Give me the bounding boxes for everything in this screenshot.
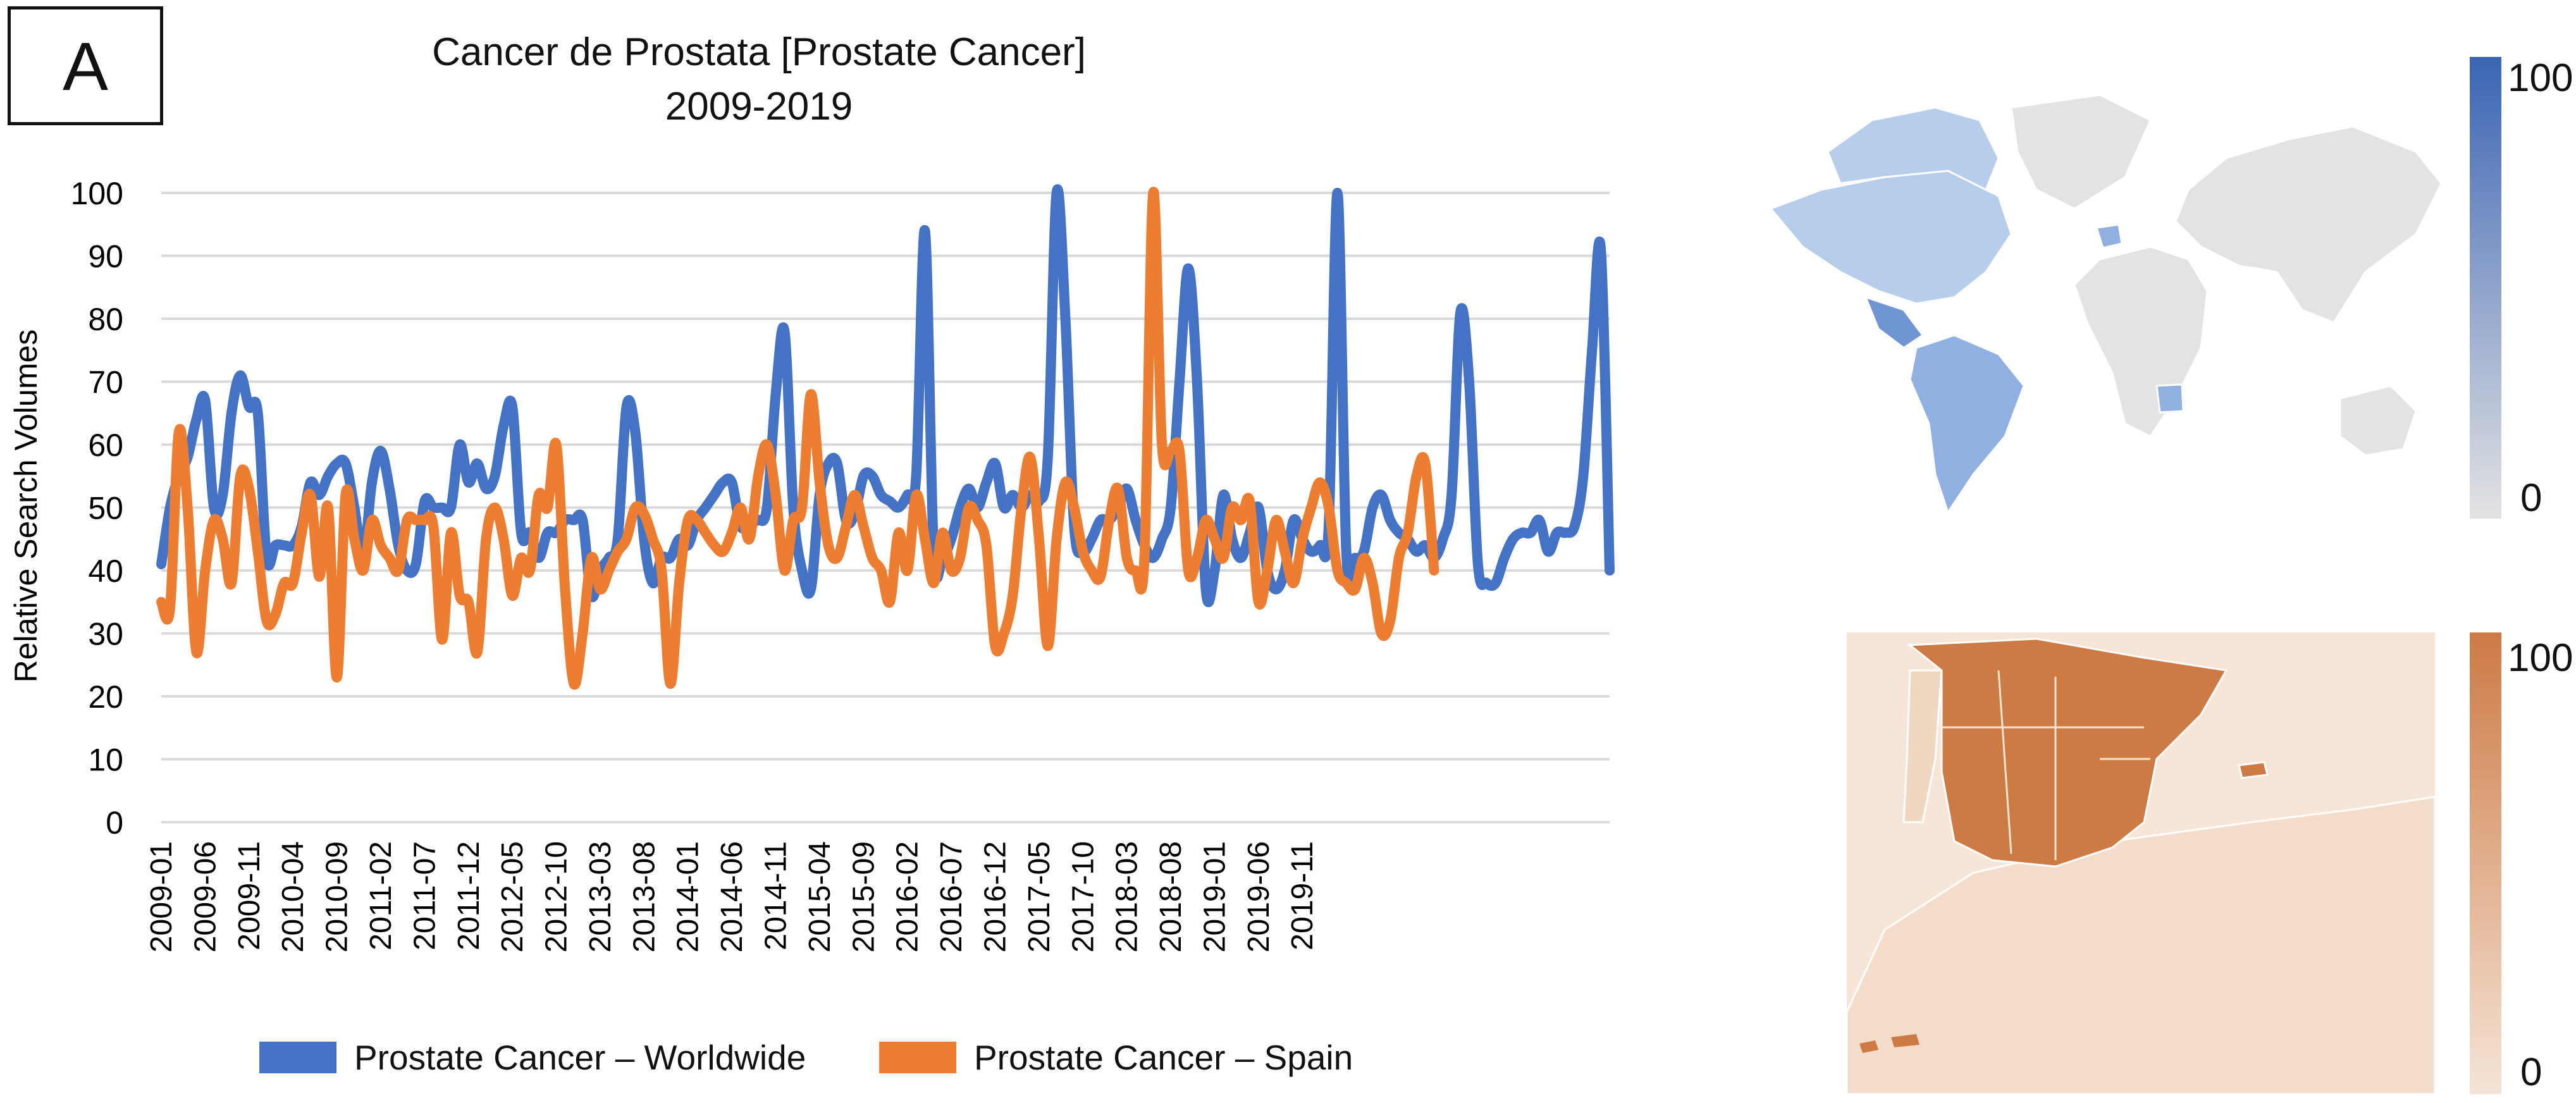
central-america-shape: [1864, 295, 1925, 349]
series-lines: [156, 184, 1615, 690]
x-axis-ticks: 2009-01 2009-06 2009-11 2010-04 2010-09 2011-…: [145, 841, 1319, 952]
x-tick-label: 2017-10: [1066, 841, 1100, 952]
gridlines: [161, 192, 1610, 823]
x-tick-label: 2018-08: [1154, 841, 1188, 952]
x-tick-label: 2016-07: [935, 841, 968, 952]
y-tick-label: 50: [88, 491, 123, 526]
series-line-spain: [156, 187, 1439, 690]
world-map: [1769, 94, 2441, 515]
y-tick-label: 100: [71, 176, 123, 211]
x-tick-label: 2009-06: [188, 841, 222, 952]
x-tick-label: 2011-02: [364, 841, 398, 951]
x-tick-label: 2017-05: [1023, 841, 1056, 952]
spain-internal-borders: [1942, 670, 2150, 860]
canary-islands-shape: [1859, 1034, 1920, 1053]
x-tick-label: 2015-09: [847, 841, 880, 952]
y-tick-label: 80: [88, 302, 123, 337]
spain-colorbar: [2470, 632, 2501, 1094]
chart-subtitle: 2009-2019: [665, 85, 853, 128]
legend-swatch-worldwide: [259, 1042, 336, 1073]
y-axis-ticks: 0 10 20 30 40 50 60 70 80 90 100: [71, 176, 123, 841]
y-tick-label: 40: [88, 553, 123, 589]
balearic-islands-shape: [2238, 761, 2269, 779]
y-tick-label: 30: [88, 617, 123, 652]
x-tick-label: 2019-06: [1242, 841, 1276, 952]
x-tick-label: 2016-02: [891, 841, 925, 952]
angola-shape: [2155, 383, 2185, 414]
south-america-shape: [1909, 334, 2025, 515]
y-tick-label: 10: [88, 743, 123, 778]
x-tick-label: 2012-05: [496, 841, 529, 952]
spain-colorbar-max: 100: [2508, 636, 2573, 680]
x-tick-label: 2014-01: [672, 841, 705, 952]
africa-shape: [2073, 245, 2209, 438]
x-tick-label: 2016-12: [978, 841, 1012, 952]
x-tick-label: 2014-11: [760, 841, 793, 951]
greenland-shape: [2010, 94, 2152, 210]
y-tick-label: 20: [88, 679, 123, 715]
x-tick-label: 2011-07: [408, 841, 441, 951]
x-tick-label: 2009-11: [233, 841, 266, 951]
series-line-worldwide: [156, 184, 1615, 607]
x-tick-label: 2018-03: [1111, 841, 1144, 952]
x-tick-label: 2010-04: [276, 841, 310, 952]
y-tick-label: 90: [88, 239, 123, 274]
x-tick-label: 2014-06: [715, 841, 749, 952]
y-tick-label: 70: [88, 365, 123, 400]
x-tick-label: 2013-03: [584, 841, 617, 952]
x-tick-label: 2015-04: [803, 841, 837, 952]
x-tick-label: 2009-01: [145, 841, 178, 952]
chart-title: Cancer de Prostata [Prostate Cancer] 200…: [354, 25, 1164, 134]
spain-shape: [1907, 638, 2228, 868]
y-axis-label: Relative Search Volumes: [8, 330, 44, 683]
chart-title-line: Cancer de Prostata [Prostate Cancer]: [432, 30, 1086, 74]
legend-label-worldwide: Prostate Cancer – Worldwide: [354, 1038, 806, 1077]
spain-map: [1847, 632, 2435, 1094]
north-america-shape: [1769, 169, 2012, 305]
canada-shape: [1827, 106, 2000, 192]
x-tick-label: 2010-09: [321, 841, 354, 952]
legend-swatch-spain: [879, 1042, 956, 1073]
legend-label-spain: Prostate Cancer – Spain: [974, 1038, 1353, 1077]
iberia-shape: [2095, 223, 2123, 249]
x-tick-label: 2019-11: [1286, 841, 1319, 951]
world-colorbar: [2470, 57, 2501, 519]
x-tick-label: 2013-08: [627, 841, 661, 952]
world-colorbar-max: 100: [2508, 56, 2573, 100]
x-tick-label: 2019-01: [1198, 841, 1231, 952]
x-tick-label: 2011-12: [452, 841, 486, 951]
panel-label: A: [8, 6, 163, 125]
panel-label-text: A: [62, 27, 109, 104]
eurasia-shape: [2174, 125, 2441, 324]
australia-shape: [2339, 385, 2417, 457]
world-colorbar-min: 0: [2520, 476, 2542, 520]
spain-colorbar-min: 0: [2520, 1051, 2542, 1094]
legend-spain: Prostate Cancer – Spain: [879, 1037, 1353, 1078]
legend-worldwide: Prostate Cancer – Worldwide: [259, 1037, 806, 1078]
y-tick-label: 0: [106, 805, 123, 841]
y-tick-label: 60: [88, 428, 123, 463]
x-tick-label: 2012-10: [540, 841, 574, 952]
